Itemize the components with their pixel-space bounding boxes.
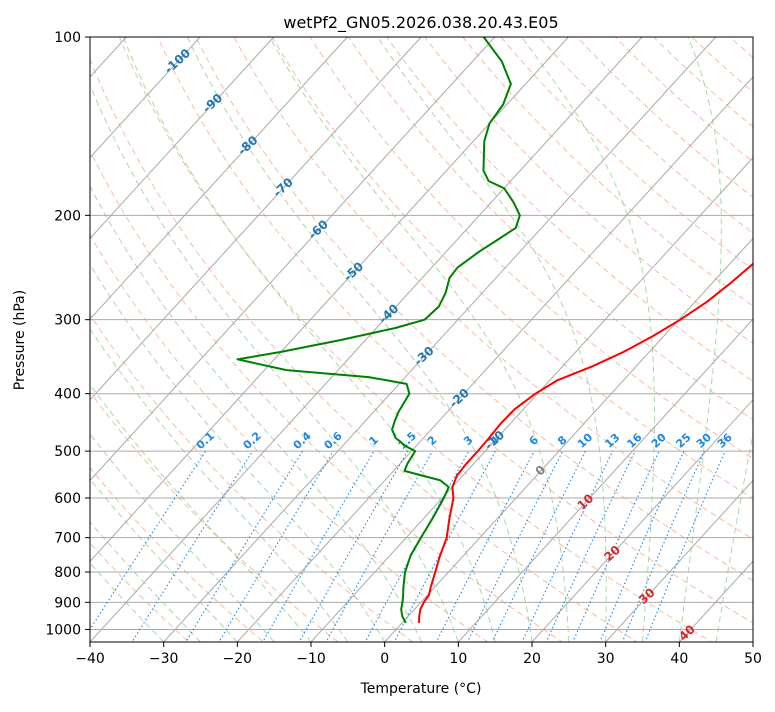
x-tick-label: 20 bbox=[523, 651, 541, 667]
x-tick-label: −20 bbox=[223, 651, 253, 667]
y-tick-label: 900 bbox=[54, 595, 81, 611]
x-tick-label: −30 bbox=[149, 651, 179, 667]
y-axis-label: Pressure (hPa) bbox=[12, 290, 28, 390]
x-tick-label: 50 bbox=[744, 651, 762, 667]
y-tick-label: 200 bbox=[54, 208, 81, 224]
x-tick-label: 30 bbox=[597, 651, 615, 667]
y-tick-label: 400 bbox=[54, 387, 81, 403]
y-tick-label: 300 bbox=[54, 313, 81, 329]
x-tick-label: −10 bbox=[296, 651, 326, 667]
y-tick-label: 1000 bbox=[45, 622, 81, 638]
y-tick-label: 500 bbox=[54, 444, 81, 460]
x-tick-label: 10 bbox=[449, 651, 467, 667]
y-tick-label: 600 bbox=[54, 491, 81, 507]
y-tick-label: 800 bbox=[54, 565, 81, 581]
x-tick-label: 0 bbox=[380, 651, 389, 667]
chart-title: wetPf2_GN05.2026.038.20.43.E05 bbox=[283, 13, 558, 33]
x-tick-label: −40 bbox=[75, 651, 105, 667]
y-tick-label: 700 bbox=[54, 531, 81, 547]
x-axis-label: Temperature (°C) bbox=[360, 681, 482, 697]
x-tick-label: 40 bbox=[670, 651, 688, 667]
y-tick-label: 100 bbox=[54, 30, 81, 46]
